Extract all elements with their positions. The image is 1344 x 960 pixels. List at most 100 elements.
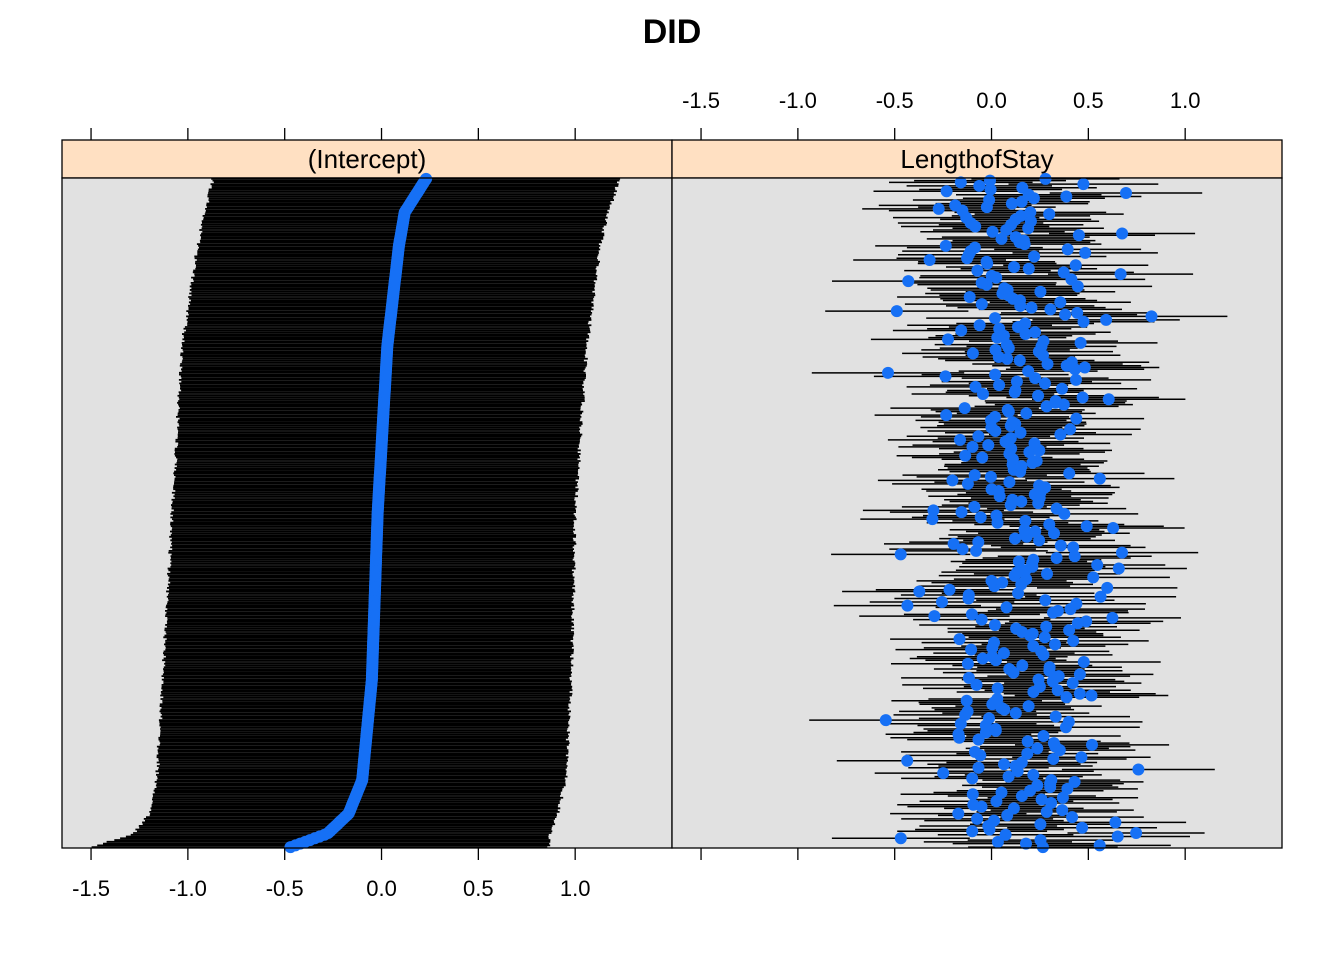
estimate-point: [1015, 460, 1028, 473]
estimate-point: [943, 583, 956, 596]
estimate-point: [995, 786, 1008, 799]
estimate-point: [1027, 768, 1040, 781]
estimate-point: [923, 253, 936, 266]
estimate-point: [1040, 620, 1053, 633]
estimate-point: [1107, 521, 1120, 534]
estimate-point: [991, 835, 1004, 848]
estimate-point: [1002, 770, 1015, 783]
estimate-point: [1023, 446, 1036, 459]
estimate-point: [946, 474, 959, 487]
estimate-point: [1066, 811, 1079, 824]
estimate-point: [1043, 661, 1056, 674]
panel-lengthofstay: LengthofStay -1.5 -1.0 -0.5 0.0 0.5 1.0: [671, 88, 1283, 860]
estimate-point: [1039, 172, 1052, 185]
estimate-point: [973, 179, 986, 192]
estimate-point: [1043, 518, 1056, 531]
estimate-point: [1130, 827, 1143, 840]
estimate-point: [1069, 259, 1082, 272]
estimate-point: [989, 722, 1002, 735]
estimate-point: [1066, 677, 1079, 690]
estimate-point: [940, 185, 953, 198]
x-axis-top-lengthofstay: -1.5 -1.0 -0.5 0.0 0.5 1.0: [682, 88, 1200, 140]
estimate-point: [968, 745, 981, 758]
estimate-point: [1016, 181, 1029, 194]
x-tick-label: -1.5: [72, 876, 110, 901]
x-tick-label: 0.5: [1073, 88, 1104, 113]
estimate-point: [991, 693, 1004, 706]
estimate-point: [1094, 590, 1107, 603]
estimate-point: [1037, 730, 1050, 743]
estimate-point: [1077, 178, 1090, 191]
estimate-point: [1048, 527, 1060, 540]
estimate-point: [937, 767, 950, 780]
estimate-point: [976, 451, 989, 464]
estimate-point: [1065, 273, 1078, 286]
estimate-point: [996, 576, 1009, 589]
estimate-point: [1063, 624, 1076, 637]
x-tick-label: 0.0: [976, 88, 1007, 113]
strip-label-intercept: (Intercept): [308, 144, 427, 174]
estimate-point: [1028, 250, 1041, 263]
estimate-point: [1043, 208, 1056, 221]
estimate-point: [962, 588, 975, 601]
estimate-point: [989, 343, 1002, 356]
estimate-point: [1032, 673, 1045, 686]
estimate-point: [1079, 246, 1092, 259]
estimate-point: [1059, 308, 1072, 321]
estimate-point: [1020, 837, 1032, 850]
panel-intercept: (Intercept) -1.5 -1.0 -0.5 0.0 0.5 1.0: [61, 128, 673, 901]
estimate-point: [1093, 472, 1106, 485]
estimate-point: [1057, 266, 1070, 279]
estimate-point: [1047, 737, 1060, 750]
estimate-point: [1041, 567, 1053, 580]
estimate-point: [975, 298, 988, 311]
estimate-point: [963, 291, 976, 304]
estimate-point: [1116, 546, 1128, 559]
x-axis-bottom-intercept: -1.5 -1.0 -0.5 0.0 0.5 1.0: [72, 848, 590, 901]
estimate-point: [971, 812, 984, 825]
estimate-point: [1070, 412, 1083, 425]
estimate-point: [1077, 655, 1090, 668]
estimate-point: [958, 402, 971, 415]
estimate-point: [961, 705, 974, 718]
estimate-point: [965, 608, 978, 621]
estimate-point: [985, 269, 998, 282]
estimate-point: [1034, 834, 1047, 847]
estimate-point: [913, 585, 926, 598]
estimate-point: [983, 194, 996, 207]
estimate-point: [1003, 663, 1016, 676]
estimate-point: [973, 319, 986, 332]
estimate-point: [1093, 839, 1106, 852]
estimate-point: [990, 795, 1003, 808]
estimate-point: [947, 537, 960, 550]
estimate-point: [894, 832, 907, 845]
estimate-point: [1039, 377, 1051, 390]
estimate-point: [1054, 539, 1067, 552]
estimate-point: [993, 379, 1006, 392]
estimate-point: [952, 728, 965, 741]
estimate-point: [882, 366, 894, 379]
estimate-point: [998, 282, 1011, 295]
estimate-point: [1014, 209, 1027, 222]
estimate-point: [1027, 640, 1040, 653]
estimate-point: [968, 500, 981, 513]
estimate-point: [989, 410, 1001, 423]
estimate-point: [954, 433, 966, 446]
x-tick-label: -1.0: [779, 88, 817, 113]
estimate-point: [1000, 601, 1013, 614]
estimate-point: [1070, 373, 1082, 386]
estimate-point: [974, 511, 987, 524]
estimate-point: [966, 772, 979, 785]
estimate-point: [1073, 687, 1086, 700]
estimate-point: [1025, 301, 1038, 314]
estimate-point: [956, 543, 969, 556]
estimate-point: [985, 483, 998, 496]
x-tick-label: -1.0: [169, 876, 207, 901]
estimate-point: [969, 380, 982, 393]
estimate-point: [1061, 243, 1074, 256]
estimate-point: [1001, 403, 1014, 416]
x-axis-bottom-ticks-lengthofstay: [700, 848, 1186, 860]
estimate-point: [1056, 382, 1068, 395]
estimate-point: [995, 232, 1008, 245]
estimate-point: [1074, 336, 1087, 349]
